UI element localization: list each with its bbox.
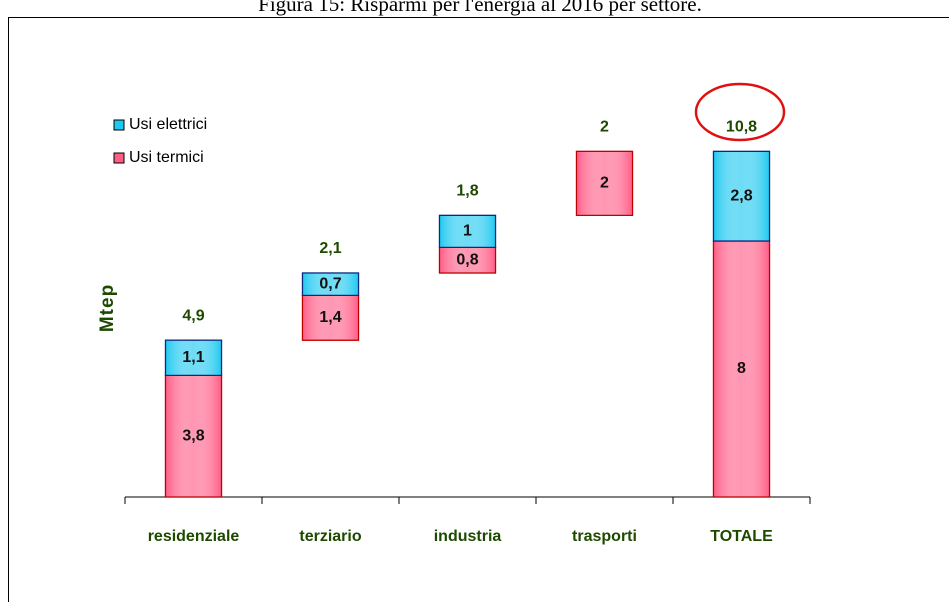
total-label: 2: [600, 119, 609, 136]
bar-shade: [575, 150, 634, 216]
chart-frame: [8, 17, 949, 602]
data-label: 1,1: [182, 349, 204, 366]
total-label: 4,9: [182, 307, 204, 324]
data-label: 2,8: [730, 187, 752, 204]
data-label: 3,8: [182, 427, 204, 444]
highlight-ellipse: [694, 82, 786, 142]
y-axis-label: Mtep: [97, 284, 118, 332]
x-tick-label: residenziale: [148, 528, 240, 545]
x-tick-label: industria: [434, 528, 502, 545]
legend-label: Usi termici: [129, 149, 204, 166]
bar-shade: [164, 374, 223, 498]
legend-swatch: [113, 119, 125, 131]
data-label: 0,8: [456, 251, 478, 268]
bar-shade: [301, 272, 360, 296]
page-strip: [0, 0, 949, 16]
bar-shade: [712, 150, 771, 242]
bar-shade: [164, 339, 223, 377]
total-label: 10,8: [726, 119, 757, 136]
bar-shade: [301, 294, 360, 341]
chart-title: Figura 15: Risparmi per l'energia al 201…: [258, 0, 702, 16]
total-label: 1,8: [456, 183, 478, 200]
bar-shade: [438, 246, 497, 274]
data-label: 8: [737, 360, 746, 377]
total-label: 2,1: [319, 240, 341, 257]
data-label: 1: [463, 223, 472, 240]
x-tick-label: terziario: [299, 528, 361, 545]
legend-label: Usi elettrici: [129, 116, 207, 133]
data-label: 2: [600, 175, 609, 192]
x-tick-label: trasporti: [572, 528, 637, 545]
bar-shade: [712, 240, 771, 498]
data-label: 0,7: [319, 275, 341, 292]
bar-shade: [438, 214, 497, 248]
legend-swatch: [113, 152, 125, 164]
data-label: 1,4: [319, 309, 341, 326]
x-tick-label: TOTALE: [710, 528, 773, 545]
